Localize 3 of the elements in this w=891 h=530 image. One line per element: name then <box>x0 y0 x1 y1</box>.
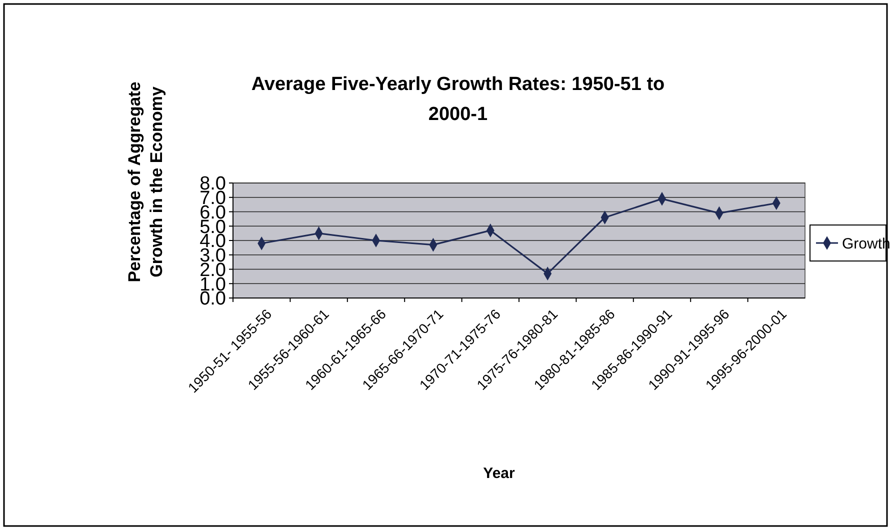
y-axis-title: Percentage of Aggregate Growth in the Economy <box>125 82 166 282</box>
x-axis-title: Year <box>483 465 516 482</box>
chart-title: Average Five-Yearly Growth Rates: 1950-51 to 2000-1 <box>251 74 665 125</box>
